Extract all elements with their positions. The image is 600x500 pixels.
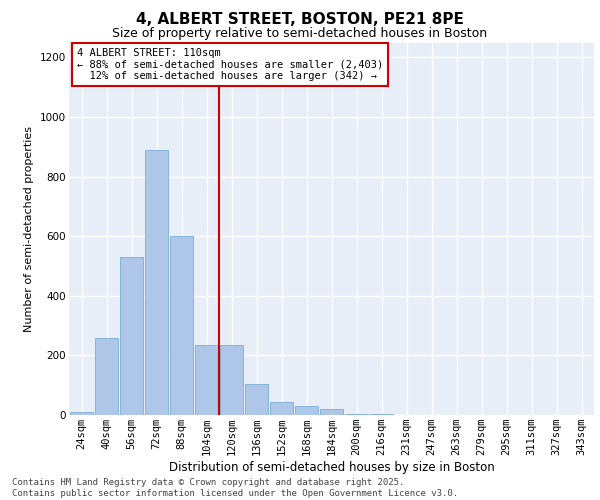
Bar — [245, 384, 268, 415]
Bar — [345, 414, 368, 415]
Bar — [70, 412, 93, 415]
Text: Size of property relative to semi-detached houses in Boston: Size of property relative to semi-detach… — [112, 28, 488, 40]
Bar — [295, 406, 318, 415]
Bar — [170, 236, 193, 415]
Bar — [320, 409, 343, 415]
Y-axis label: Number of semi-detached properties: Number of semi-detached properties — [25, 126, 34, 332]
Bar — [145, 150, 168, 415]
Bar — [120, 257, 143, 415]
Bar — [220, 345, 243, 415]
Bar — [195, 345, 218, 415]
Text: 4, ALBERT STREET, BOSTON, PE21 8PE: 4, ALBERT STREET, BOSTON, PE21 8PE — [136, 12, 464, 28]
Text: 4 ALBERT STREET: 110sqm
← 88% of semi-detached houses are smaller (2,403)
  12% : 4 ALBERT STREET: 110sqm ← 88% of semi-de… — [77, 48, 383, 82]
Bar — [370, 414, 393, 415]
Text: Contains HM Land Registry data © Crown copyright and database right 2025.
Contai: Contains HM Land Registry data © Crown c… — [12, 478, 458, 498]
X-axis label: Distribution of semi-detached houses by size in Boston: Distribution of semi-detached houses by … — [169, 461, 494, 474]
Bar — [95, 338, 118, 415]
Bar — [270, 402, 293, 415]
